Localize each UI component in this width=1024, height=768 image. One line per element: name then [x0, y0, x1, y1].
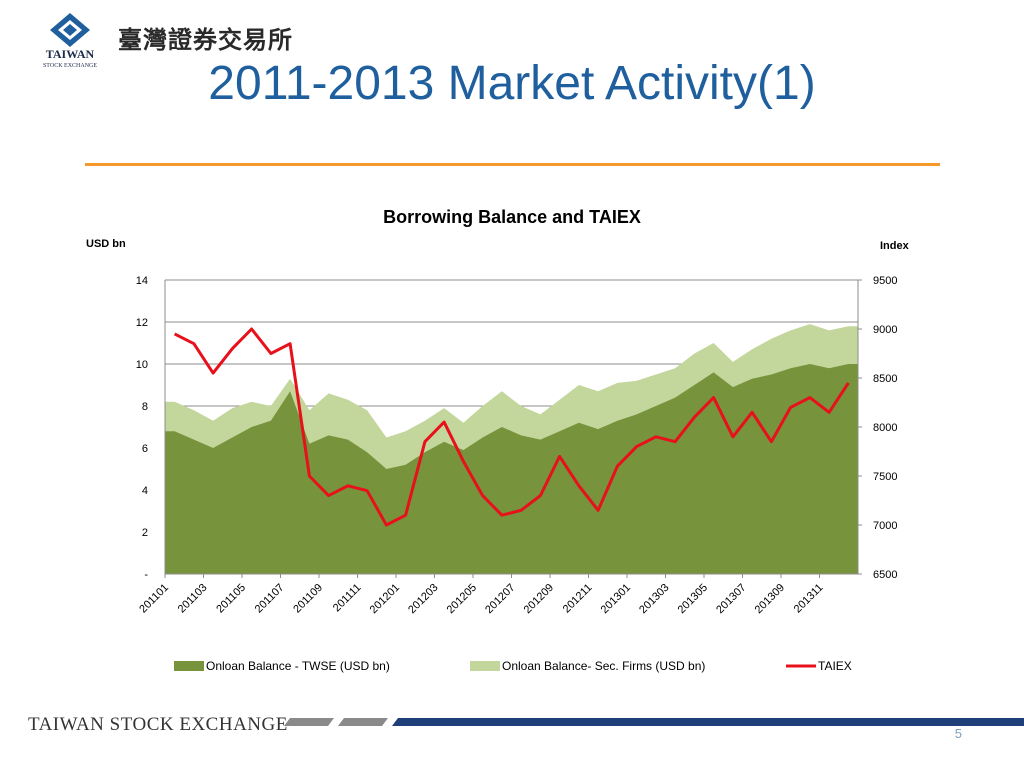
- x-tick-label: 201307: [714, 582, 748, 616]
- y-left-tick-label: 8: [142, 401, 148, 413]
- y-right-tick-label: 9500: [873, 275, 897, 287]
- x-tick-label: 201101: [137, 582, 171, 616]
- legend-swatch: [174, 661, 204, 671]
- footer-band: [284, 718, 1024, 726]
- x-tick-label: 201201: [368, 582, 402, 616]
- y-left-tick-label: -: [144, 569, 148, 581]
- x-tick-label: 201203: [406, 582, 440, 616]
- x-tick-label: 201311: [792, 582, 826, 616]
- y-left-tick-label: 10: [136, 359, 148, 371]
- footer-stripe-left: [284, 718, 334, 726]
- x-tick-label: 201209: [522, 582, 556, 616]
- y-right-tick-label: 8000: [873, 422, 897, 434]
- x-tick-label: 201111: [331, 582, 364, 615]
- chart-title: Borrowing Balance and TAIEX: [383, 207, 641, 227]
- y-left-axis-label: USD bn: [86, 238, 126, 250]
- footer-stripe-mid: [338, 718, 388, 726]
- y-right-axis-label: Index: [880, 240, 910, 252]
- y-left-tick-label: 4: [142, 485, 148, 497]
- logo-diamond-icon: [50, 13, 90, 47]
- footer-stripe-blue: [392, 718, 1024, 726]
- y-right-tick-label: 9000: [873, 324, 897, 336]
- x-tick-label: 201305: [676, 582, 710, 616]
- x-tick-label: 201103: [176, 582, 210, 616]
- slide-title: 2011-2013 Market Activity(1): [208, 57, 816, 110]
- legend-label: Onloan Balance - TWSE (USD bn): [206, 659, 390, 673]
- page-number: 5: [954, 726, 962, 741]
- area-series: [165, 364, 858, 574]
- y-left-tick-label: 12: [136, 317, 148, 329]
- footer-org-name: TAIWAN STOCK EXCHANGE: [28, 714, 288, 735]
- logo-chinese-name: 臺灣證券交易所: [118, 25, 293, 54]
- x-tick-label: 201309: [753, 582, 787, 616]
- y-right-tick-label: 7500: [873, 471, 897, 483]
- x-tick-label: 201301: [599, 582, 633, 616]
- y-right-tick-label: 6500: [873, 569, 897, 581]
- y-right-tick-label: 8500: [873, 373, 897, 385]
- logo-text: TAIWAN: [46, 47, 95, 61]
- logo-subtext: STOCK EXCHANGE: [43, 63, 97, 69]
- taiex-line: [173, 327, 850, 527]
- y-right-tick-label: 7000: [873, 520, 897, 532]
- x-tick-label: 201107: [253, 582, 287, 616]
- title-divider: [85, 163, 940, 166]
- legend-swatch: [470, 661, 500, 671]
- twse-logo: TAIWAN STOCK EXCHANGE: [43, 13, 97, 69]
- x-tick-label: 201207: [483, 582, 517, 616]
- y-left-tick-label: 14: [136, 275, 148, 287]
- y-left-tick-label: 2: [142, 527, 148, 539]
- x-tick-label: 201205: [445, 582, 479, 616]
- legend-label: TAIEX: [818, 659, 852, 673]
- x-tick-label: 201303: [637, 582, 671, 616]
- x-tick-label: 201105: [214, 582, 248, 616]
- borrowing-taiex-chart: Borrowing Balance and TAIEX USD bn Index…: [86, 207, 910, 673]
- x-tick-label: 201211: [561, 582, 595, 616]
- y-left-tick-label: 6: [142, 443, 148, 455]
- legend-label: Onloan Balance- Sec. Firms (USD bn): [502, 659, 705, 673]
- x-tick-label: 201109: [291, 582, 325, 616]
